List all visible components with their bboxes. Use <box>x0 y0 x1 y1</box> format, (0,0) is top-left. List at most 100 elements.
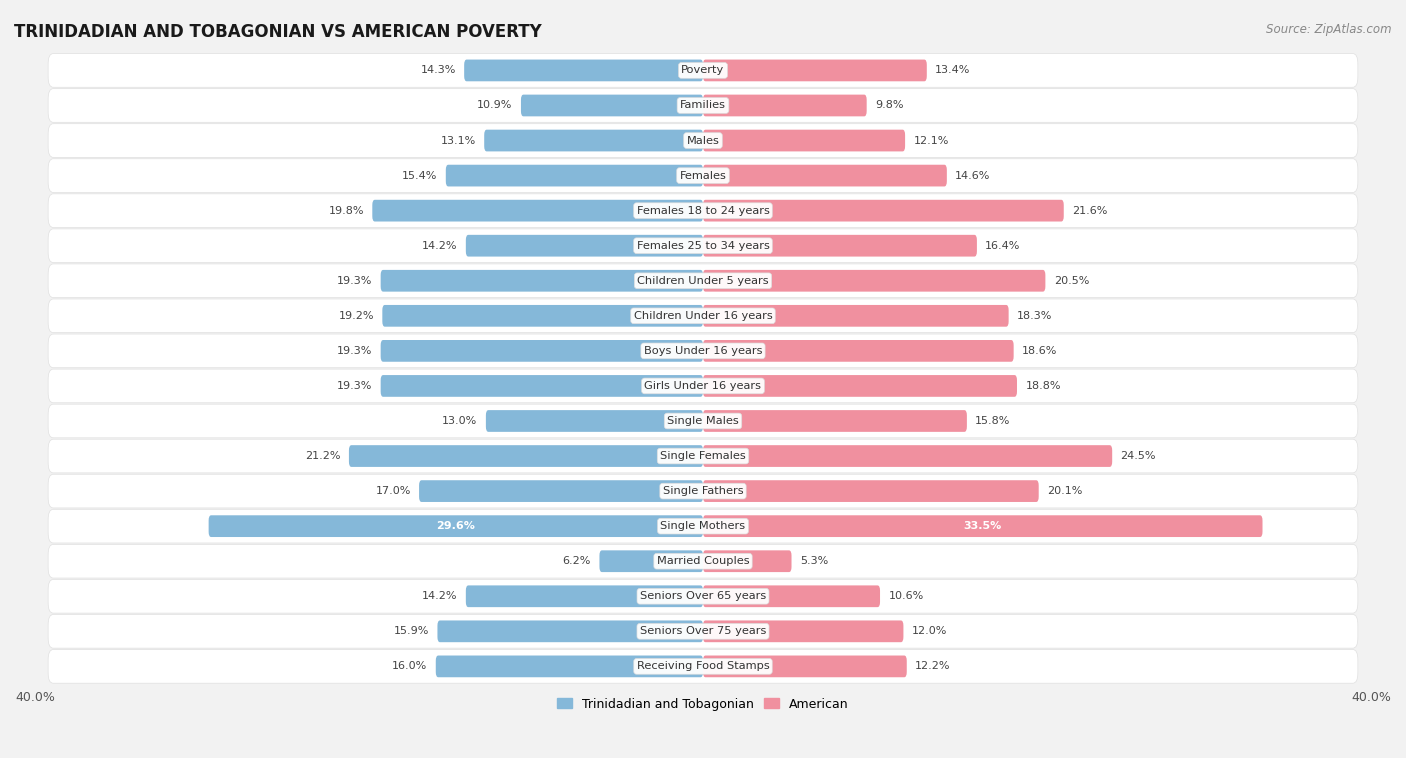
Text: 14.3%: 14.3% <box>420 65 456 76</box>
FancyBboxPatch shape <box>703 270 1046 292</box>
Text: 24.5%: 24.5% <box>1121 451 1156 461</box>
FancyBboxPatch shape <box>48 299 1358 333</box>
FancyBboxPatch shape <box>703 656 907 677</box>
Text: 13.0%: 13.0% <box>443 416 478 426</box>
Text: Seniors Over 65 years: Seniors Over 65 years <box>640 591 766 601</box>
FancyBboxPatch shape <box>419 481 703 502</box>
Text: 15.8%: 15.8% <box>976 416 1011 426</box>
FancyBboxPatch shape <box>464 60 703 81</box>
FancyBboxPatch shape <box>48 124 1358 158</box>
Text: Females: Females <box>679 171 727 180</box>
Text: 19.3%: 19.3% <box>337 346 373 356</box>
Text: 12.2%: 12.2% <box>915 662 950 672</box>
Text: Families: Families <box>681 101 725 111</box>
Text: 15.4%: 15.4% <box>402 171 437 180</box>
FancyBboxPatch shape <box>48 475 1358 508</box>
FancyBboxPatch shape <box>48 439 1358 473</box>
Text: 14.2%: 14.2% <box>422 241 457 251</box>
FancyBboxPatch shape <box>48 509 1358 543</box>
FancyBboxPatch shape <box>381 340 703 362</box>
FancyBboxPatch shape <box>436 656 703 677</box>
Text: Females 18 to 24 years: Females 18 to 24 years <box>637 205 769 216</box>
Text: 10.9%: 10.9% <box>477 101 513 111</box>
Text: 18.8%: 18.8% <box>1025 381 1062 391</box>
FancyBboxPatch shape <box>465 235 703 256</box>
FancyBboxPatch shape <box>48 404 1358 438</box>
Text: Single Males: Single Males <box>666 416 740 426</box>
Text: 12.1%: 12.1% <box>914 136 949 146</box>
Text: Married Couples: Married Couples <box>657 556 749 566</box>
FancyBboxPatch shape <box>48 615 1358 648</box>
Text: Boys Under 16 years: Boys Under 16 years <box>644 346 762 356</box>
FancyBboxPatch shape <box>599 550 703 572</box>
Text: Males: Males <box>686 136 720 146</box>
Text: 5.3%: 5.3% <box>800 556 828 566</box>
Text: 21.6%: 21.6% <box>1073 205 1108 216</box>
Legend: Trinidadian and Tobagonian, American: Trinidadian and Tobagonian, American <box>553 693 853 716</box>
FancyBboxPatch shape <box>703 130 905 152</box>
Text: 20.5%: 20.5% <box>1053 276 1090 286</box>
FancyBboxPatch shape <box>48 334 1358 368</box>
Text: 33.5%: 33.5% <box>963 522 1002 531</box>
Text: Girls Under 16 years: Girls Under 16 years <box>644 381 762 391</box>
Text: Single Mothers: Single Mothers <box>661 522 745 531</box>
Text: 14.6%: 14.6% <box>955 171 991 180</box>
Text: TRINIDADIAN AND TOBAGONIAN VS AMERICAN POVERTY: TRINIDADIAN AND TOBAGONIAN VS AMERICAN P… <box>14 23 541 41</box>
FancyBboxPatch shape <box>465 585 703 607</box>
FancyBboxPatch shape <box>484 130 703 152</box>
FancyBboxPatch shape <box>703 550 792 572</box>
FancyBboxPatch shape <box>703 164 946 186</box>
FancyBboxPatch shape <box>703 515 1263 537</box>
Text: 18.6%: 18.6% <box>1022 346 1057 356</box>
Text: 18.3%: 18.3% <box>1017 311 1052 321</box>
Text: 10.6%: 10.6% <box>889 591 924 601</box>
FancyBboxPatch shape <box>48 264 1358 298</box>
Text: Children Under 5 years: Children Under 5 years <box>637 276 769 286</box>
FancyBboxPatch shape <box>48 54 1358 87</box>
Text: Single Females: Single Females <box>661 451 745 461</box>
FancyBboxPatch shape <box>349 445 703 467</box>
FancyBboxPatch shape <box>48 650 1358 683</box>
FancyBboxPatch shape <box>703 95 866 116</box>
Text: 20.1%: 20.1% <box>1047 486 1083 496</box>
Text: 16.0%: 16.0% <box>392 662 427 672</box>
Text: Source: ZipAtlas.com: Source: ZipAtlas.com <box>1267 23 1392 36</box>
Text: Children Under 16 years: Children Under 16 years <box>634 311 772 321</box>
Text: 17.0%: 17.0% <box>375 486 411 496</box>
FancyBboxPatch shape <box>48 229 1358 262</box>
Text: 15.9%: 15.9% <box>394 626 429 636</box>
Text: 19.3%: 19.3% <box>337 276 373 286</box>
FancyBboxPatch shape <box>703 585 880 607</box>
FancyBboxPatch shape <box>703 621 904 642</box>
FancyBboxPatch shape <box>703 200 1064 221</box>
Text: Poverty: Poverty <box>682 65 724 76</box>
Text: 19.2%: 19.2% <box>339 311 374 321</box>
Text: 16.4%: 16.4% <box>986 241 1021 251</box>
FancyBboxPatch shape <box>703 410 967 432</box>
FancyBboxPatch shape <box>48 544 1358 578</box>
FancyBboxPatch shape <box>381 375 703 396</box>
FancyBboxPatch shape <box>703 235 977 256</box>
FancyBboxPatch shape <box>381 270 703 292</box>
FancyBboxPatch shape <box>522 95 703 116</box>
Text: 19.3%: 19.3% <box>337 381 373 391</box>
Text: Females 25 to 34 years: Females 25 to 34 years <box>637 241 769 251</box>
FancyBboxPatch shape <box>703 305 1008 327</box>
Text: 6.2%: 6.2% <box>562 556 591 566</box>
FancyBboxPatch shape <box>446 164 703 186</box>
FancyBboxPatch shape <box>48 369 1358 402</box>
Text: 13.1%: 13.1% <box>440 136 475 146</box>
FancyBboxPatch shape <box>48 579 1358 613</box>
Text: 19.8%: 19.8% <box>329 205 364 216</box>
FancyBboxPatch shape <box>486 410 703 432</box>
FancyBboxPatch shape <box>437 621 703 642</box>
FancyBboxPatch shape <box>703 340 1014 362</box>
Text: 29.6%: 29.6% <box>436 522 475 531</box>
FancyBboxPatch shape <box>48 158 1358 193</box>
FancyBboxPatch shape <box>373 200 703 221</box>
FancyBboxPatch shape <box>208 515 703 537</box>
FancyBboxPatch shape <box>703 375 1017 396</box>
Text: 9.8%: 9.8% <box>875 101 904 111</box>
FancyBboxPatch shape <box>382 305 703 327</box>
FancyBboxPatch shape <box>703 445 1112 467</box>
